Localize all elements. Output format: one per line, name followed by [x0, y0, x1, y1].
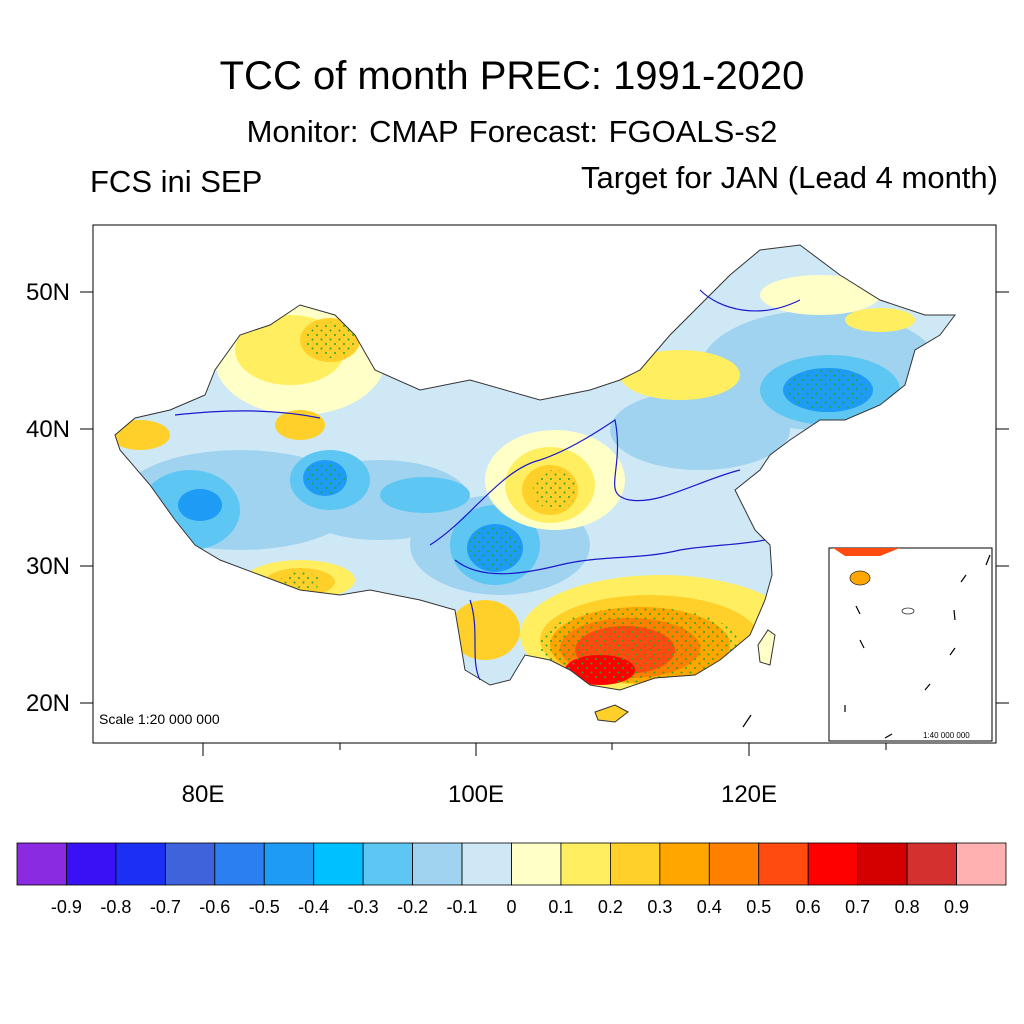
- color-bar-swatch: [313, 842, 364, 886]
- scale-main-label: Scale 1:20 000 000: [99, 711, 220, 727]
- color-bar-label: -0.4: [298, 897, 329, 917]
- scale-inset-label: 1:40 000 000: [923, 731, 970, 740]
- color-bar-swatch: [511, 842, 562, 886]
- color-bar-label: 0.5: [746, 897, 771, 917]
- hainan-island: [594, 704, 629, 723]
- color-bar-swatch: [115, 842, 166, 886]
- color-bar-label: -0.9: [51, 897, 82, 917]
- map-title: TCC of month PREC: 1991-2020: [219, 54, 805, 98]
- color-bar-label: 0.1: [548, 897, 573, 917]
- color-bar-swatch: [214, 842, 265, 886]
- color-bar-swatch: [610, 842, 661, 886]
- color-bar-label: -0.8: [100, 897, 131, 917]
- color-bar-swatch: [164, 842, 216, 886]
- color-bar-swatch: [66, 842, 117, 886]
- color-bar-label: -0.5: [249, 897, 280, 917]
- color-bar-swatch: [16, 842, 67, 886]
- island-mark: [742, 714, 752, 728]
- color-bar-label: -0.1: [447, 897, 478, 917]
- color-bar-label: 0: [506, 897, 516, 917]
- color-bar-swatch: [659, 842, 710, 886]
- color-bar-label: 0.2: [598, 897, 623, 917]
- color-bar-swatch: [807, 842, 859, 886]
- color-bar-swatch: [412, 842, 463, 886]
- color-bar-label: 0.9: [944, 897, 969, 917]
- color-bar-swatch: [461, 842, 512, 886]
- color-bar-label: -0.7: [150, 897, 181, 917]
- color-bar-swatch: [708, 842, 760, 886]
- color-bar-label: 0.4: [697, 897, 722, 917]
- color-bar-swatch: [906, 842, 957, 886]
- lat-label-30n: 30N: [25, 553, 70, 580]
- color-bar: -0.9 -0.8 -0.7 -0.6 -0.5 -0.4 -0.3 -0.2 -0.1 0 0.1…: [16, 842, 1007, 917]
- taiwan-island: [757, 629, 776, 666]
- lat-label-20n: 20N: [25, 690, 70, 717]
- inset-map: [828, 547, 993, 742]
- color-bar-label: 0.3: [647, 897, 672, 917]
- color-bar-label: -0.6: [199, 897, 230, 917]
- color-bar-swatch: [560, 842, 611, 886]
- color-bar-label: 0.6: [796, 897, 821, 917]
- color-bar-label: 0.8: [895, 897, 920, 917]
- lon-label-80e: 80E: [181, 781, 225, 808]
- rivers: [174, 289, 801, 681]
- color-bar-swatch: [263, 842, 315, 886]
- lon-label-100e: 100E: [447, 781, 505, 808]
- color-bar-label: 0.7: [845, 897, 870, 917]
- axis-ticks: [80, 291, 1009, 756]
- color-bar-label: -0.2: [397, 897, 428, 917]
- color-bar-swatch: [758, 842, 809, 886]
- country-border: [114, 244, 956, 691]
- target-label: Target for JAN (Lead 4 month): [581, 160, 998, 195]
- lon-label-120e: 120E: [720, 781, 778, 808]
- color-bar-swatch: [857, 842, 908, 886]
- color-bar-label: -0.3: [348, 897, 379, 917]
- map-subtitle: Monitor: CMAP Forecast: FGOALS-s2: [246, 114, 778, 149]
- lat-label-50n: 50N: [25, 279, 70, 306]
- color-bar-swatch: [362, 842, 413, 886]
- lat-label-40n: 40N: [25, 416, 70, 443]
- color-bar-swatch: [956, 842, 1007, 886]
- initialization-label: FCS ini SEP: [90, 164, 263, 199]
